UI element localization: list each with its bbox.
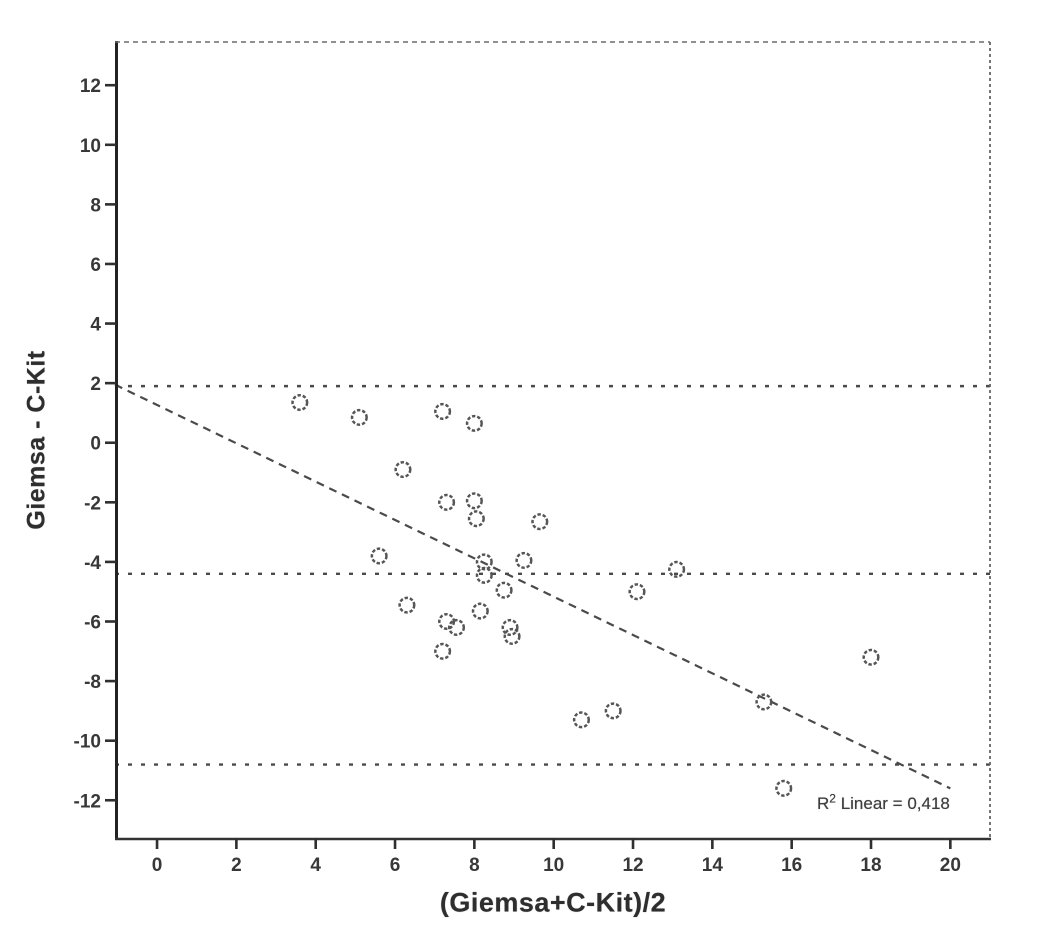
data-point [438,493,456,511]
data-point [438,612,456,631]
r-squared-superscript: 2 [829,791,836,806]
data-point [471,602,489,620]
x-tick-label: 20 [940,855,961,876]
data-point [628,583,646,601]
y-tick-label: 6 [90,255,101,276]
x-tick-label: 18 [860,855,881,876]
data-point [465,414,483,432]
data-point [503,627,521,645]
data-point [434,642,452,660]
data-point [668,560,686,578]
regression-line [114,383,951,790]
data-point [291,393,309,412]
x-tick-label: 0 [152,855,163,876]
data-point [398,596,416,614]
y-tick-label: -6 [84,613,101,634]
data-point [531,513,549,531]
y-tick-label: -2 [84,493,101,514]
y-tick-label: -12 [74,791,101,812]
y-tick-label: -8 [84,672,101,693]
r-squared-prefix: R [817,794,830,813]
x-tick-label: 6 [390,855,401,876]
x-tick-label: 12 [622,855,643,876]
data-point [515,551,533,569]
y-tick-label: 2 [90,374,101,395]
x-tick-label: 14 [702,855,724,876]
x-tick-label: 10 [543,855,564,876]
y-tick-label: 12 [80,76,101,97]
y-tick-label: 10 [80,136,101,157]
y-tick-label: 8 [90,195,101,216]
y-axis-label: Giemsa - C-Kit [22,350,51,530]
y-tick-label: -4 [84,553,101,574]
data-point [572,711,591,729]
y-tick-label: 4 [90,315,101,336]
y-tick-label: -10 [74,732,101,753]
y-tick-label: 0 [90,434,101,455]
data-point [755,693,773,711]
x-tick-label: 8 [469,855,480,876]
x-tick-label: 4 [310,855,321,876]
x-tick-label: 16 [781,855,802,876]
data-point [370,547,388,565]
data-point [465,492,483,510]
data-point [501,618,519,637]
data-point [495,581,513,599]
r-squared-value: Linear = 0,418 [835,794,950,813]
data-point [775,779,793,797]
data-point [434,402,452,421]
data-point [604,702,622,720]
data-point [447,618,466,637]
data-point [467,510,485,528]
x-axis-label: (Giemsa+C-Kit)/2 [439,887,667,918]
r-squared-annotation: R2 Linear = 0,418 [817,791,950,814]
data-point [475,566,493,584]
x-tick-label: 2 [231,855,242,876]
data-point [862,648,880,666]
data-point [350,408,368,426]
data-point [394,460,412,479]
